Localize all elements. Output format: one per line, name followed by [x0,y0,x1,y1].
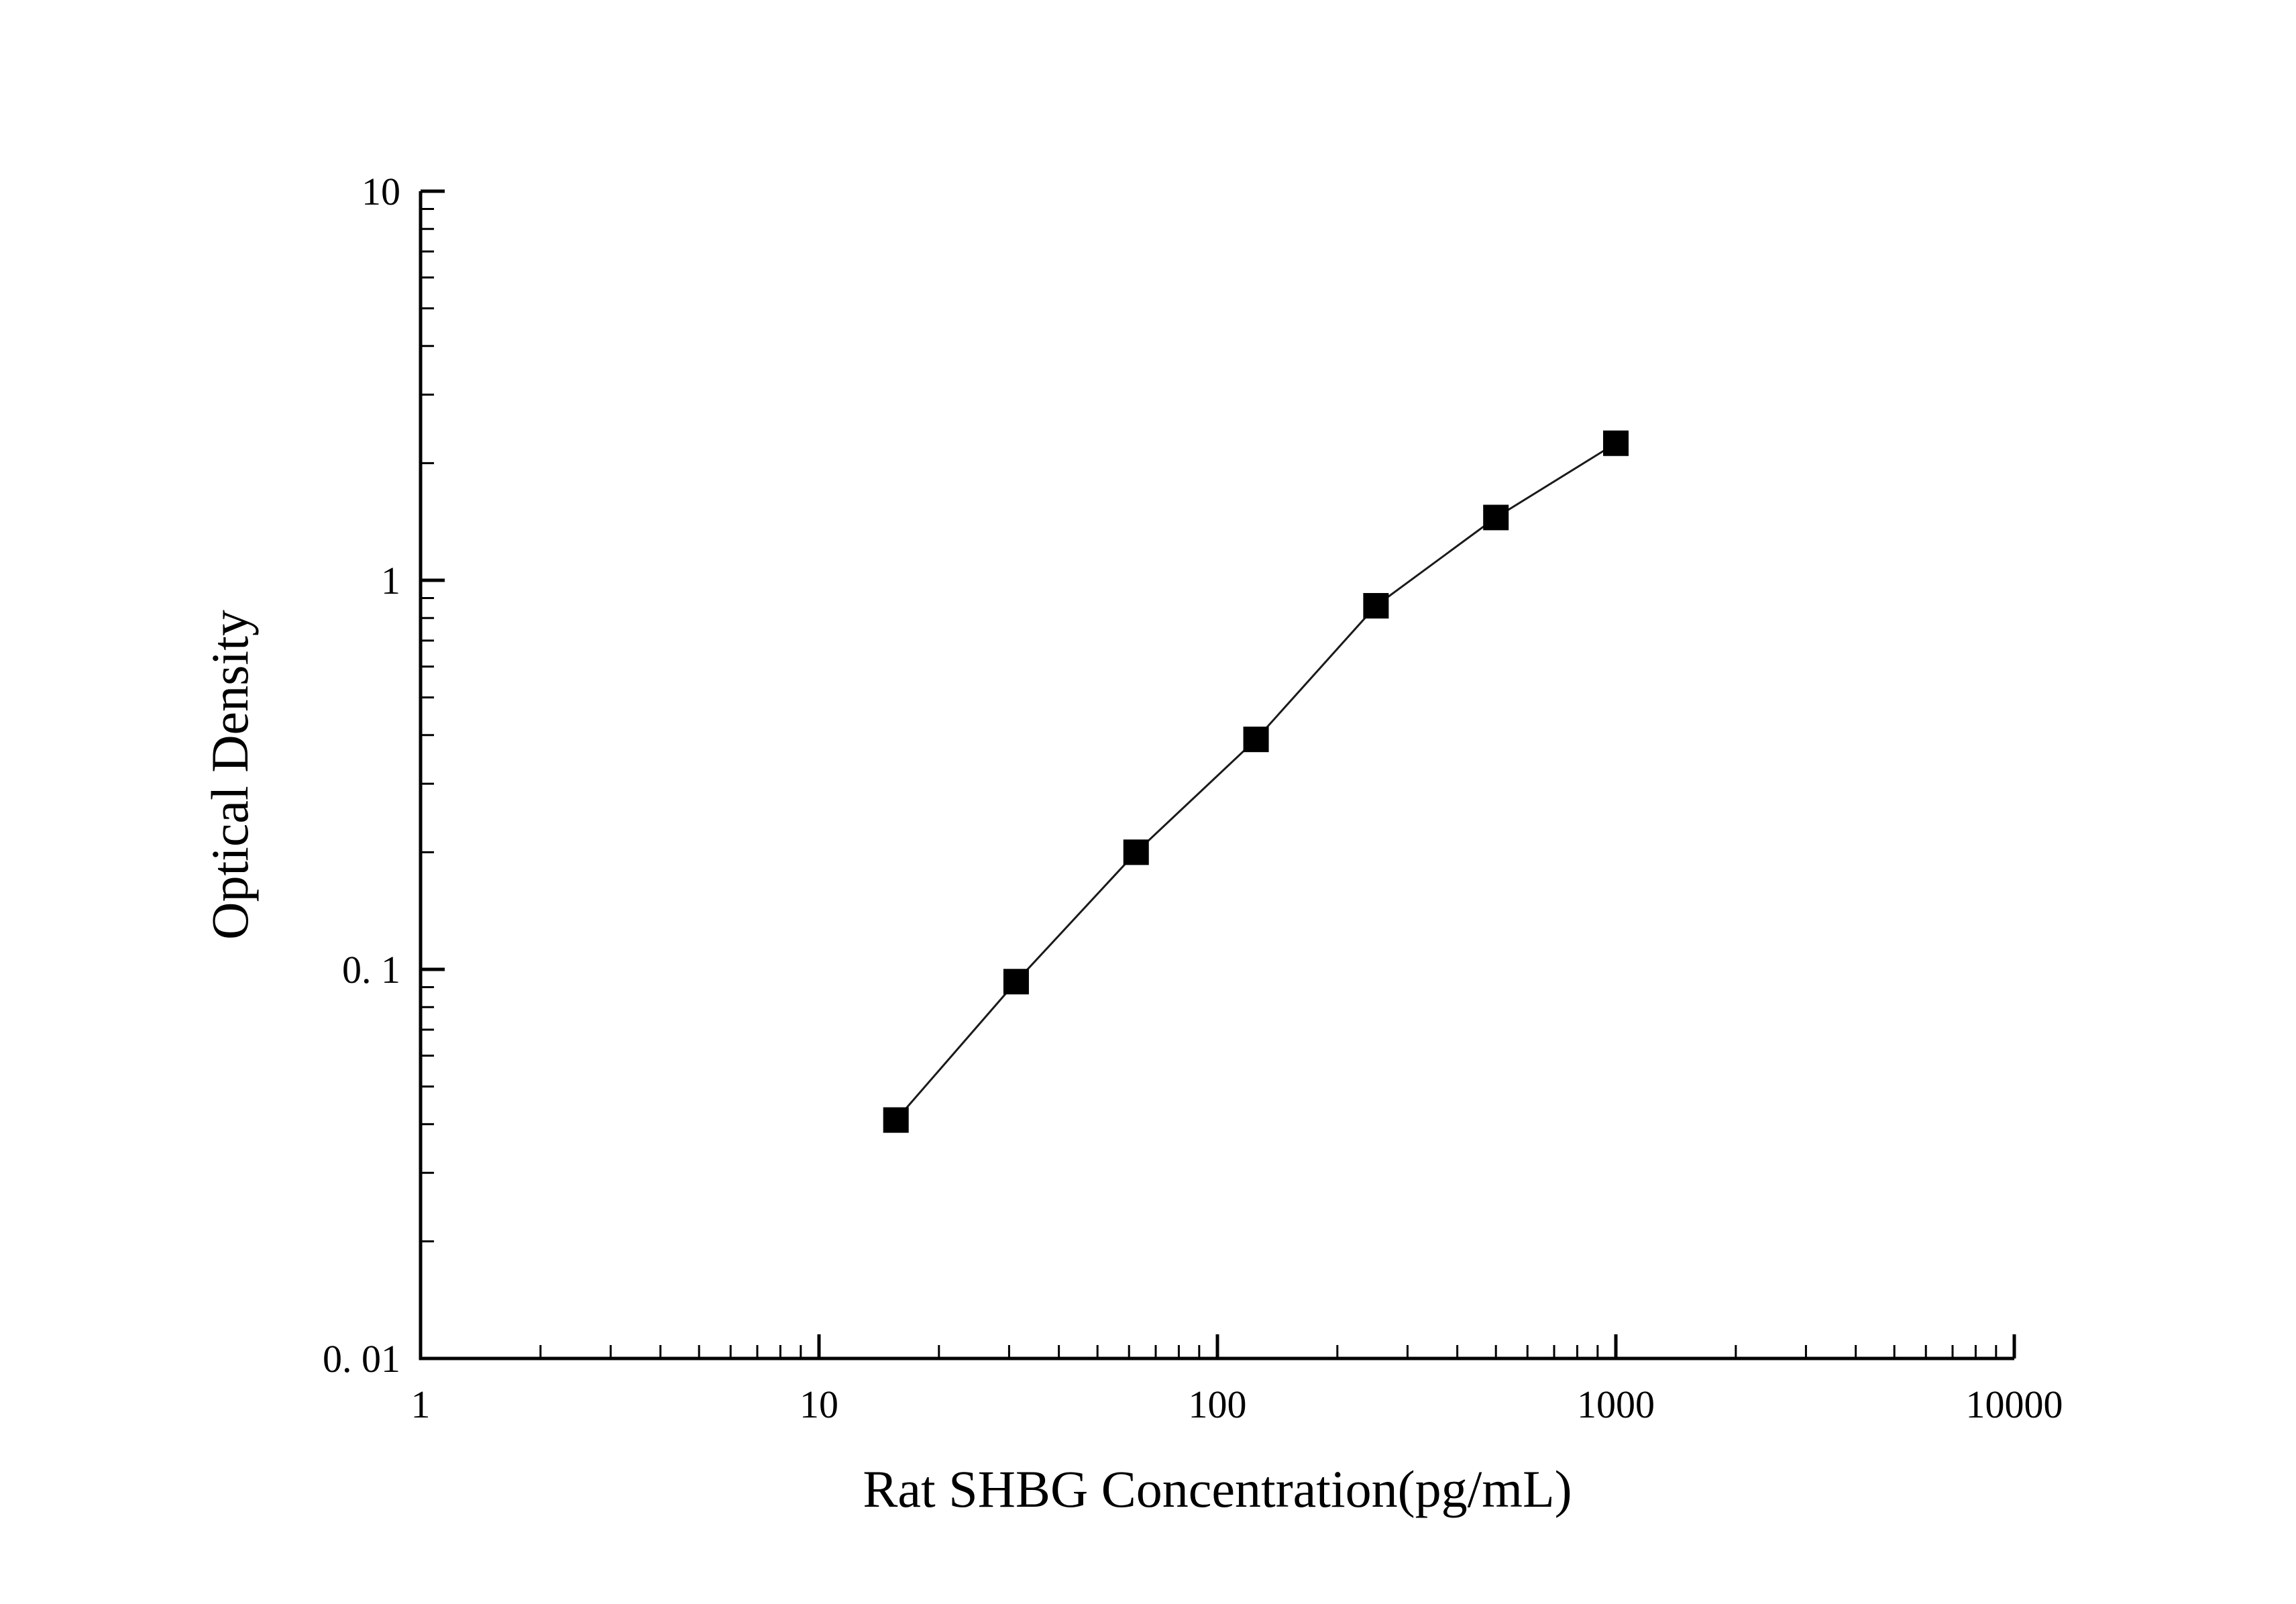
data-point-marker [1003,969,1029,995]
data-point-marker [1483,504,1509,531]
x-tick-label: 10000 [1966,1383,2063,1426]
x-tick-label: 10 [800,1383,838,1426]
y-axis-title: Optical Density [201,610,259,940]
data-point-marker [1363,592,1389,619]
x-tick-label: 1000 [1577,1383,1655,1426]
data-point-marker [1123,839,1149,865]
y-tick-label: 10 [362,170,400,213]
series-line [895,442,1617,1121]
y-tick-label: 0. 01 [323,1337,400,1381]
data-point-marker [1603,430,1629,456]
x-tick-label: 1 [411,1383,431,1426]
x-axis-title: Rat SHBG Concentration(pg/mL) [863,1460,1572,1518]
data-point-marker [883,1107,909,1133]
y-tick-label: 0. 1 [342,948,400,992]
x-tick-label: 100 [1189,1383,1247,1426]
data-point-marker [1243,727,1269,753]
y-tick-label: 1 [381,559,400,602]
